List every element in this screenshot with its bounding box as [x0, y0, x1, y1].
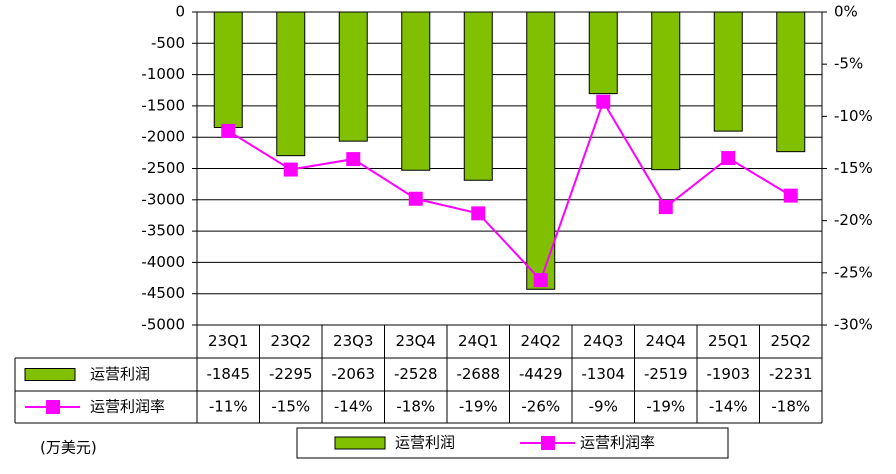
- table-value: -1903: [706, 365, 750, 383]
- legend-label: 运营利润率: [580, 434, 655, 452]
- bar: [588, 11, 618, 95]
- legend-marker: [46, 400, 60, 414]
- y-tick-label: 0: [175, 3, 185, 21]
- x-tick-label: 23Q3: [333, 332, 373, 350]
- y-tick-label: -4000: [141, 253, 185, 271]
- legend-swatch: [24, 368, 76, 381]
- y-tick-label: -1000: [141, 65, 185, 83]
- x-tick-label: 23Q1: [208, 332, 248, 350]
- line-marker: [346, 152, 361, 167]
- x-tick-label: 24Q2: [521, 332, 561, 350]
- table-value: -18%: [771, 398, 810, 416]
- y-tick-label: -3000: [141, 190, 185, 208]
- y2-tick-label: -25%: [834, 263, 873, 281]
- table-value: -2231: [769, 365, 813, 383]
- line-marker: [283, 162, 298, 177]
- y2-tick-label: -20%: [834, 211, 873, 229]
- y-tick-label: -4500: [141, 284, 185, 302]
- y-tick-label: -5000: [141, 316, 185, 334]
- y-tick-label: -2000: [141, 128, 185, 146]
- line-marker: [721, 151, 736, 166]
- table-value: -2519: [644, 365, 688, 383]
- line-marker: [471, 206, 486, 221]
- table-value: -15%: [271, 398, 310, 416]
- line-marker: [596, 94, 611, 109]
- x-tick-label: 24Q3: [583, 332, 623, 350]
- x-tick-label: 23Q2: [271, 332, 311, 350]
- x-tick-label: 24Q4: [646, 332, 686, 350]
- table-series-name: 运营利润率: [90, 398, 165, 416]
- bar: [526, 11, 556, 290]
- table-value: -4429: [519, 365, 563, 383]
- y-tick-label: -500: [151, 34, 185, 52]
- line-marker: [533, 273, 548, 288]
- line-marker: [408, 191, 423, 206]
- table-value: -2063: [331, 365, 375, 383]
- table-value: -14%: [334, 398, 373, 416]
- table-value: -19%: [646, 398, 685, 416]
- y-tick-label: -3500: [141, 222, 185, 240]
- x-tick-label: 25Q2: [771, 332, 811, 350]
- x-tick-label: 24Q1: [458, 332, 498, 350]
- bar: [651, 11, 681, 171]
- legend-swatch: [334, 436, 386, 450]
- legend-marker: [541, 436, 555, 450]
- bar: [463, 11, 493, 181]
- y2-tick-label: 0%: [834, 3, 858, 21]
- y2-tick-label: -10%: [834, 107, 873, 125]
- table-value: -1304: [581, 365, 625, 383]
- bar: [276, 11, 306, 157]
- bar: [338, 11, 368, 142]
- line-marker: [783, 188, 798, 203]
- table-value: -2528: [394, 365, 438, 383]
- bar: [401, 11, 431, 171]
- table-value: -18%: [396, 398, 435, 416]
- table-series-name: 运营利润: [90, 365, 150, 383]
- table-value: -14%: [709, 398, 748, 416]
- table-value: -26%: [521, 398, 560, 416]
- line-marker: [658, 200, 673, 215]
- bar: [713, 11, 743, 132]
- bar: [776, 11, 806, 153]
- line: [227, 99, 792, 283]
- y-tick-label: -2500: [141, 159, 185, 177]
- x-tick-label: 23Q4: [396, 332, 436, 350]
- y2-tick-label: -30%: [834, 316, 873, 334]
- table-value: -2295: [269, 365, 313, 383]
- table-value: -2688: [456, 365, 500, 383]
- table-value: -19%: [459, 398, 498, 416]
- table-value: -1845: [206, 365, 250, 383]
- x-tick-label: 25Q1: [708, 332, 748, 350]
- y2-tick-label: -5%: [834, 55, 863, 73]
- table-value: -9%: [589, 398, 618, 416]
- line-marker: [221, 123, 236, 138]
- y2-tick-label: -15%: [834, 159, 873, 177]
- y-tick-label: -1500: [141, 96, 185, 114]
- bar: [213, 11, 243, 128]
- unit-label: (万美元): [40, 439, 97, 457]
- table-value: -11%: [209, 398, 248, 416]
- legend-label: 运营利润: [395, 434, 455, 452]
